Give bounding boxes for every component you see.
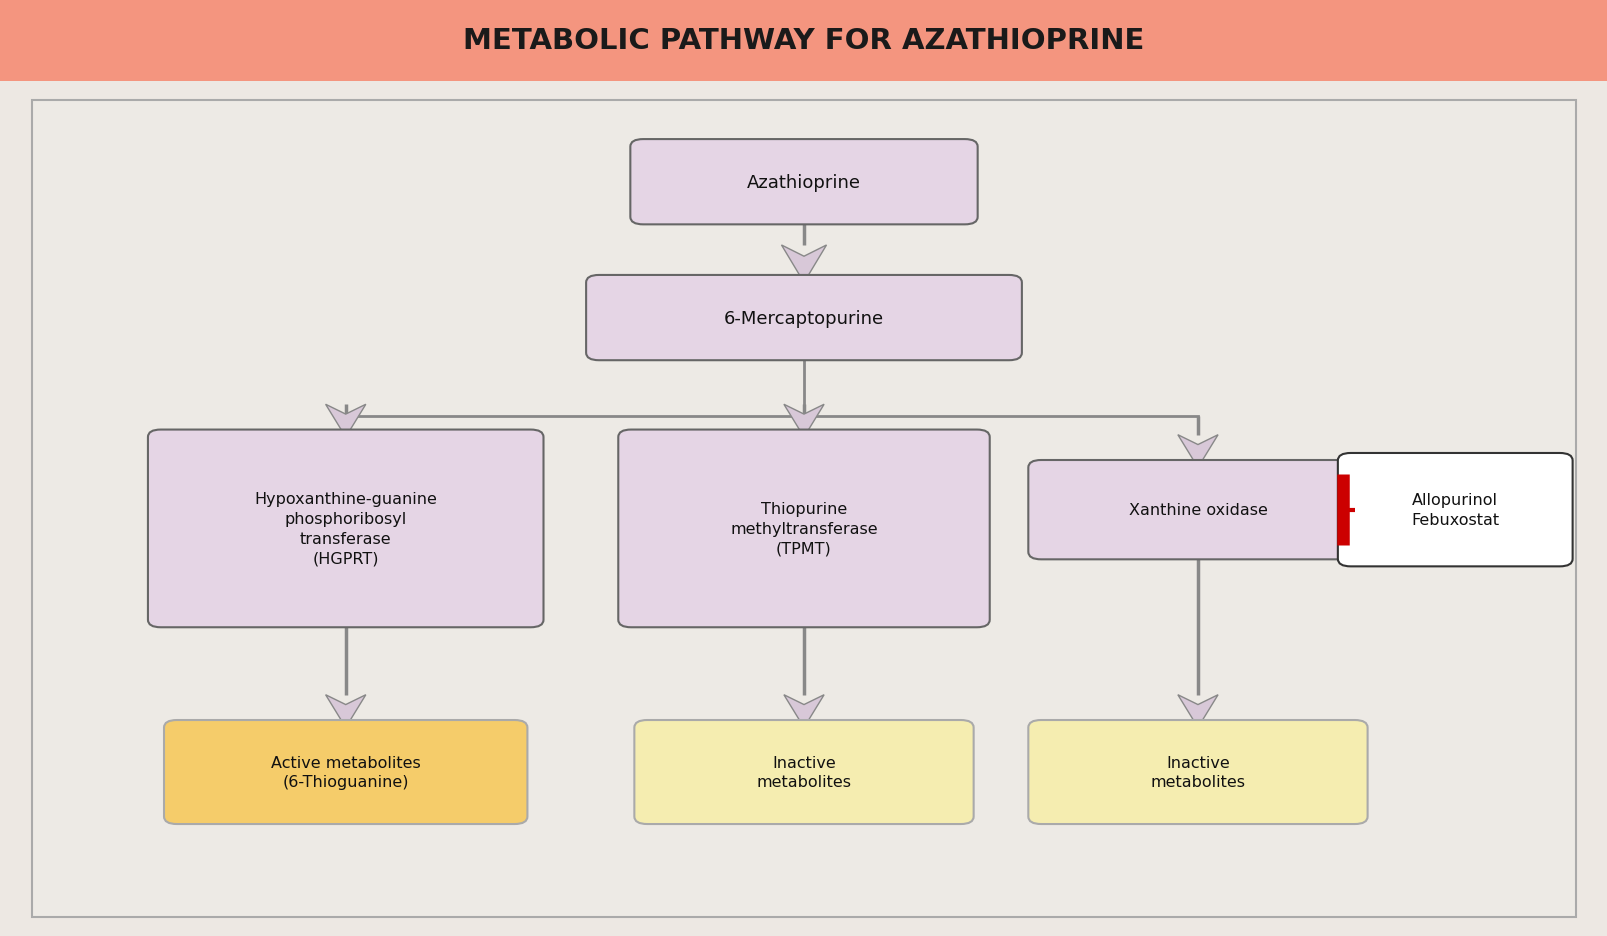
FancyBboxPatch shape bbox=[633, 721, 972, 825]
Text: Xanthine oxidase: Xanthine oxidase bbox=[1128, 503, 1266, 518]
Text: Hypoxanthine-guanine
phosphoribosyl
transferase
(HGPRT): Hypoxanthine-guanine phosphoribosyl tran… bbox=[254, 491, 437, 566]
FancyBboxPatch shape bbox=[630, 140, 977, 226]
Bar bbox=[32, 101, 1575, 917]
Polygon shape bbox=[1176, 435, 1218, 468]
FancyBboxPatch shape bbox=[1337, 453, 1572, 567]
Polygon shape bbox=[325, 695, 366, 728]
Text: Azathioprine: Azathioprine bbox=[747, 173, 860, 192]
Polygon shape bbox=[325, 404, 366, 438]
Polygon shape bbox=[784, 404, 823, 438]
FancyBboxPatch shape bbox=[148, 431, 543, 627]
FancyBboxPatch shape bbox=[1028, 461, 1366, 560]
Text: METABOLIC PATHWAY FOR AZATHIOPRINE: METABOLIC PATHWAY FOR AZATHIOPRINE bbox=[463, 27, 1144, 55]
Text: Inactive
metabolites: Inactive metabolites bbox=[1149, 754, 1245, 790]
Text: 6-Mercaptopurine: 6-Mercaptopurine bbox=[723, 309, 884, 328]
Text: Inactive
metabolites: Inactive metabolites bbox=[755, 754, 852, 790]
FancyBboxPatch shape bbox=[164, 721, 527, 825]
FancyBboxPatch shape bbox=[585, 275, 1022, 361]
Text: Allopurinol
Febuxostat: Allopurinol Febuxostat bbox=[1411, 492, 1498, 528]
FancyBboxPatch shape bbox=[617, 431, 988, 627]
Text: Active metabolites
(6-Thioguanine): Active metabolites (6-Thioguanine) bbox=[270, 754, 421, 790]
Bar bbox=[0, 0, 1607, 82]
FancyBboxPatch shape bbox=[1028, 721, 1366, 825]
Polygon shape bbox=[784, 695, 823, 728]
Polygon shape bbox=[781, 246, 826, 284]
Polygon shape bbox=[1176, 695, 1218, 728]
Text: Thiopurine
methyltransferase
(TPMT): Thiopurine methyltransferase (TPMT) bbox=[730, 502, 877, 556]
